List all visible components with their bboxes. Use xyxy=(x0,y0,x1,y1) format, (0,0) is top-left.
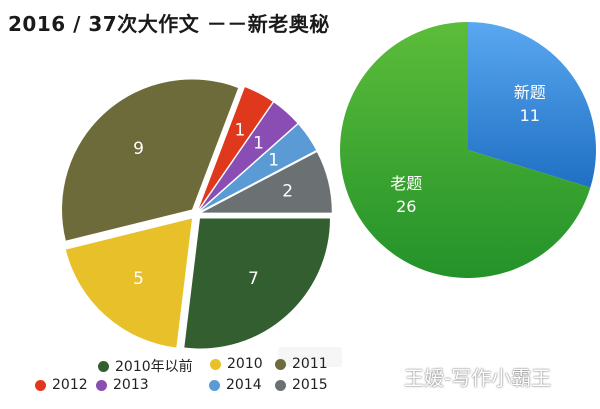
legend-item-2010: 2010 xyxy=(210,356,263,372)
pie-slice-2014 xyxy=(200,124,317,211)
legend-label-2010年以前: 2010年以前 xyxy=(115,359,193,375)
legend-label-2010: 2010 xyxy=(227,356,263,372)
legend-swatch-2013 xyxy=(96,379,107,391)
pie-slice-2013 xyxy=(199,102,298,210)
legend-item-2014: 2014 xyxy=(209,377,262,393)
legend-swatch-2010年以前 xyxy=(98,360,109,372)
legend-item-2012: 2012 xyxy=(35,377,88,393)
legend-label-2014: 2014 xyxy=(226,377,262,393)
legend-item-2010年以前: 2010年以前 xyxy=(98,356,193,376)
pie-label-2015: 2 xyxy=(282,181,293,201)
legend-swatch-2010 xyxy=(210,358,221,370)
pie-label-2012: 1 xyxy=(234,120,245,140)
pie-label-2013: 1 xyxy=(253,133,264,153)
legend-label-2012: 2012 xyxy=(52,377,88,393)
pie-slice-老题 xyxy=(340,22,591,278)
pie-category-新题: 新题 xyxy=(514,83,546,102)
legend-swatch-2015 xyxy=(275,379,286,391)
pie-label-2010年以前: 7 xyxy=(248,269,259,289)
legend-label-2011: 2011 xyxy=(292,356,328,372)
legend-item-2015: 2015 xyxy=(275,377,328,393)
pie-label-2011: 9 xyxy=(133,139,144,159)
pie-slice-2015 xyxy=(201,152,332,213)
watermark-badge xyxy=(278,347,342,367)
pie-label-2010: 5 xyxy=(133,269,144,289)
legend-item-2013: 2013 xyxy=(96,377,149,393)
pie-slice-新题 xyxy=(468,21,596,188)
legend-label-2015: 2015 xyxy=(292,377,328,393)
legend-swatch-2014 xyxy=(209,379,220,391)
pie-slice-2012 xyxy=(198,87,273,209)
new-old-pie: 新题 11 老题 26 xyxy=(340,21,596,278)
watermark: 王嫒-写作小霸王 xyxy=(404,366,552,390)
pie-slice-2011 xyxy=(62,79,239,241)
pie-category-老题: 老题 xyxy=(390,174,422,193)
page-title: 2016 / 37次大作文 －－新老奥秘 xyxy=(8,12,330,36)
pie-value-新题: 11 xyxy=(520,106,540,125)
legend-swatch-2012 xyxy=(35,379,46,391)
pie-slice-2010年以前 xyxy=(184,218,330,349)
legend-swatch-2011 xyxy=(275,358,286,370)
legend-item-2011: 2011 xyxy=(275,356,328,372)
legend-label-2013: 2013 xyxy=(113,377,149,393)
pie-value-老题: 26 xyxy=(396,197,416,216)
pie-slice-2010 xyxy=(65,218,193,348)
pie-label-2014: 1 xyxy=(268,150,279,170)
